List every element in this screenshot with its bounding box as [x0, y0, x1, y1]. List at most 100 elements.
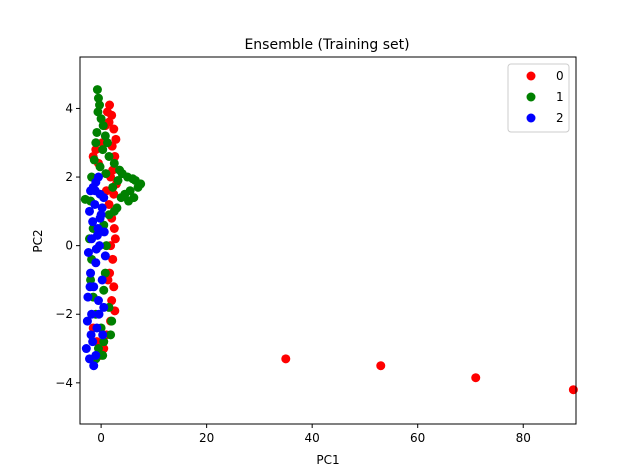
- scatter-point: [109, 189, 119, 199]
- scatter-point: [98, 330, 108, 340]
- legend-marker: [526, 113, 536, 123]
- plot-area: [80, 85, 578, 395]
- scatter-point: [109, 223, 119, 233]
- scatter-point: [93, 93, 103, 103]
- x-axis-label: PC1: [316, 453, 339, 467]
- scatter-point: [110, 234, 120, 244]
- x-tick-label: 60: [410, 431, 425, 445]
- scatter-point: [124, 196, 134, 206]
- scatter-point: [97, 203, 107, 213]
- scatter-point: [102, 138, 112, 148]
- scatter-point: [133, 182, 143, 192]
- scatter-point: [99, 302, 109, 312]
- scatter-point: [108, 254, 118, 264]
- scatter-point: [92, 127, 102, 137]
- y-tick-label: −4: [55, 376, 73, 390]
- scatter-point: [107, 316, 117, 326]
- scatter-point: [84, 354, 94, 364]
- scatter-point: [99, 193, 109, 203]
- scatter-point: [113, 175, 123, 185]
- x-tick-label: 80: [516, 431, 531, 445]
- scatter-point: [105, 100, 115, 110]
- scatter-point: [109, 282, 119, 292]
- scatter-point: [100, 251, 110, 261]
- scatter-point: [91, 244, 101, 254]
- scatter-point: [83, 292, 93, 302]
- scatter-point: [281, 354, 291, 364]
- scatter-point: [93, 296, 103, 306]
- scatter-point: [106, 330, 116, 340]
- y-axis: −4 −2 0 2 4: [55, 101, 80, 390]
- scatter-point: [109, 158, 119, 168]
- scatter-point: [104, 199, 114, 209]
- scatter-point: [92, 85, 102, 95]
- scatter-point: [99, 285, 109, 295]
- scatter-point: [99, 337, 109, 347]
- scatter-point: [81, 344, 91, 354]
- scatter-point: [83, 248, 93, 258]
- legend: 0 1 2: [507, 63, 570, 133]
- y-tick-label: 2: [65, 170, 73, 184]
- legend-frame: [507, 63, 570, 133]
- scatter-point: [96, 114, 106, 124]
- scatter-point: [90, 186, 100, 196]
- scatter-point: [95, 100, 105, 110]
- scatter-point: [98, 145, 108, 155]
- legend-marker: [526, 92, 536, 102]
- scatter-point: [95, 213, 105, 223]
- x-tick-label: 40: [305, 431, 320, 445]
- scatter-point: [98, 121, 108, 131]
- scatter-point: [91, 258, 101, 268]
- legend-label: 2: [556, 111, 564, 125]
- scatter-point: [86, 268, 96, 278]
- scatter-point: [107, 296, 117, 306]
- scatter-point: [88, 337, 98, 347]
- scatter-point: [89, 155, 99, 165]
- scatter-point: [93, 107, 103, 117]
- x-tick-label: 20: [199, 431, 214, 445]
- chart-title: Ensemble (Training set): [244, 37, 409, 53]
- y-tick-label: 4: [65, 101, 73, 115]
- scatter-point: [101, 241, 111, 251]
- scatter-point: [471, 373, 481, 383]
- scatter-point: [568, 385, 578, 395]
- scatter-point: [376, 361, 386, 371]
- scatter-point: [108, 165, 118, 175]
- scatter-point: [86, 330, 96, 340]
- legend-label: 0: [556, 69, 564, 83]
- scatter-point: [98, 350, 108, 360]
- scatter-point: [104, 151, 114, 161]
- scatter-point: [94, 309, 104, 319]
- scatter-point: [116, 193, 126, 203]
- scatter-point: [107, 110, 117, 120]
- x-tick-label: 0: [97, 431, 105, 445]
- scatter-point: [108, 182, 118, 192]
- scatter-point: [85, 282, 95, 292]
- scatter-point: [92, 323, 102, 333]
- scatter-point: [99, 227, 109, 237]
- scatter-point: [87, 309, 97, 319]
- scatter-point: [88, 217, 98, 227]
- y-tick-label: −2: [55, 307, 73, 321]
- plot-frame: [79, 56, 577, 425]
- scatter-point: [91, 138, 101, 148]
- scatter-point: [111, 134, 121, 144]
- scatter-point: [109, 124, 119, 134]
- x-axis: 0 20 40 60 80: [97, 424, 531, 445]
- y-axis-label: PC2: [31, 229, 45, 252]
- scatter-point: [91, 145, 101, 155]
- y-tick-label: 0: [65, 239, 73, 253]
- scatter-point: [93, 344, 103, 354]
- legend-label: 1: [556, 90, 564, 104]
- scatter-point: [84, 206, 94, 216]
- scatter-point: [89, 361, 99, 371]
- scatter-point: [101, 169, 111, 179]
- scatter-point: [90, 199, 100, 209]
- scatter-point: [97, 275, 107, 285]
- scatter-point: [104, 210, 114, 220]
- scatter-point: [100, 268, 110, 278]
- legend-marker: [526, 71, 536, 81]
- scatter-point: [95, 162, 105, 172]
- scatter-point: [100, 131, 110, 141]
